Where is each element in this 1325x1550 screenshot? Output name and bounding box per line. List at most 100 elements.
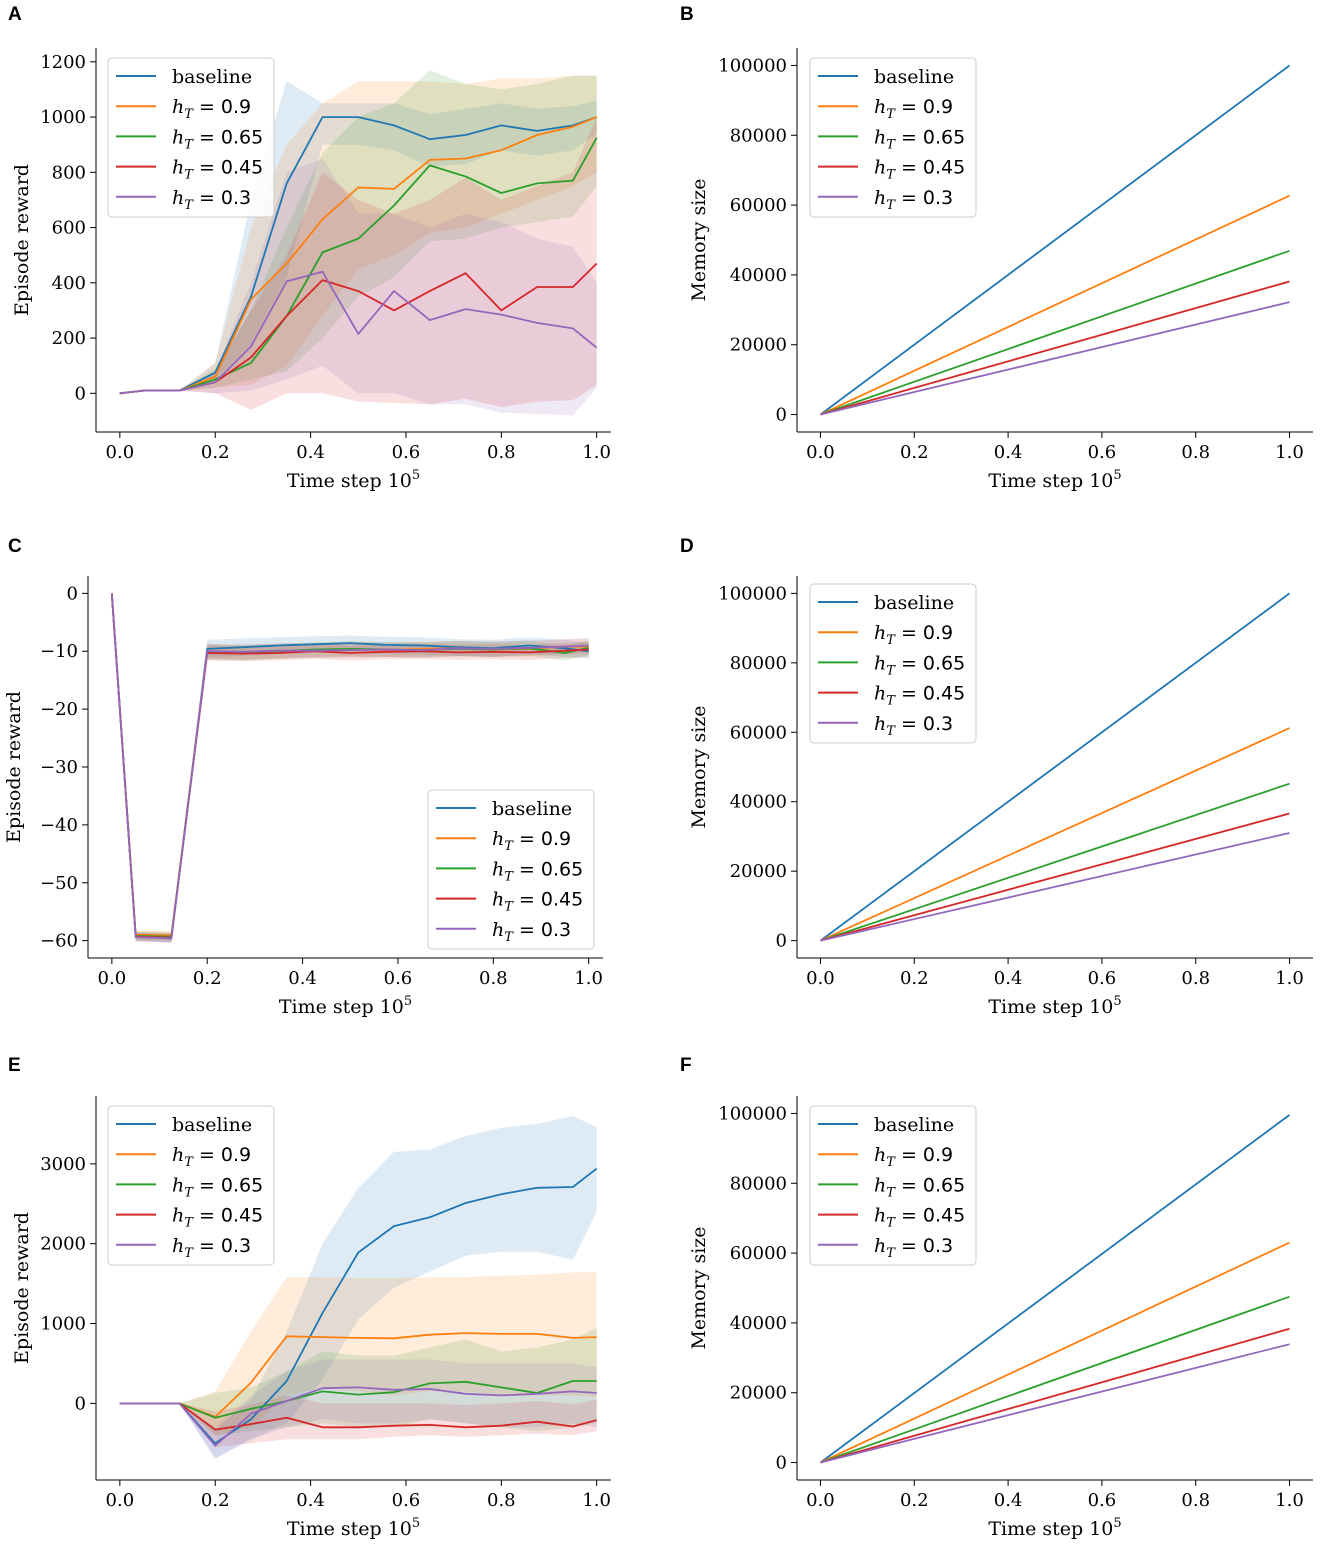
y-tick-label: 80000 [730, 125, 787, 146]
line-h-t-0-9 [820, 727, 1290, 942]
x-tick-label: 0.0 [98, 968, 127, 989]
y-tick-label: 800 [52, 162, 86, 183]
x-tick-label: 0.0 [806, 968, 835, 989]
x-tick-label: 0.6 [384, 968, 413, 989]
band-h-t-0-45 [119, 1395, 597, 1448]
line-baseline [819, 64, 1291, 416]
legend-label-h-t-0-3: hT = 0.3 [874, 713, 953, 739]
legend-label-h-t-0-9: hT = 0.9 [874, 96, 953, 122]
line-h-t-0-3 [820, 1343, 1290, 1464]
legend-label-h-t-0-3: hT = 0.3 [492, 919, 571, 945]
band-baseline [119, 81, 597, 394]
y-tick-label: 0 [75, 1393, 86, 1414]
line-h-t-0-3 [119, 270, 598, 395]
y-tick-label: 0 [75, 383, 86, 404]
legend-label-h-t-0-9: hT = 0.9 [874, 1144, 953, 1170]
legend-box [427, 789, 595, 950]
chart-e: 0.0 0.2 0.4 0.6 0.8 1.0 0 1000 2000 3000 Time step… [11, 1096, 611, 1540]
x-tick-label: 1.0 [1275, 442, 1304, 463]
y-axis-label: Memory size [688, 1226, 710, 1349]
y-tick-label: 2000 [40, 1234, 86, 1255]
chart-c: 0.0 0.2 0.4 0.6 0.8 1.0 0 −10 −20 −30 −40 −50 −60 Tim… [3, 576, 603, 1018]
y-tick-label: 60000 [730, 195, 787, 216]
y-tick-label: 20000 [730, 861, 787, 882]
legend-label-h-t-0-65: hT = 0.65 [172, 1174, 263, 1200]
band-h-t-0-3 [119, 158, 597, 416]
legend-label-h-t-0-65: hT = 0.65 [874, 1174, 965, 1200]
x-tick-label: 0.6 [1088, 968, 1117, 989]
x-axis-label: Time step 105 [287, 1516, 420, 1540]
legend-box [809, 57, 977, 218]
x-tick-label: 0.0 [106, 442, 135, 463]
x-tick-label: 0.8 [487, 1490, 516, 1511]
x-tick-label: 0.8 [1181, 968, 1210, 989]
band-h-t-0-65 [119, 1327, 597, 1436]
legend-label-h-t-0-45: hT = 0.45 [874, 683, 965, 709]
line-baseline [819, 592, 1291, 942]
y-axis-label: Episode reward [11, 164, 33, 316]
x-tick-label: 0.0 [106, 1490, 135, 1511]
x-tick-label: 0.2 [900, 1490, 929, 1511]
legend-label-h-t-0-9: hT = 0.9 [874, 622, 953, 648]
y-tick-label: 80000 [730, 653, 787, 674]
y-tick-label: −50 [40, 873, 78, 894]
x-tick-label: 0.8 [1181, 1490, 1210, 1511]
panel-letter-a: A [8, 4, 22, 25]
y-tick-label: 60000 [730, 1243, 787, 1264]
band-baseline [119, 1116, 597, 1458]
panel-letter-f: F [680, 1055, 692, 1076]
legend-label-h-t-0-9: hT = 0.9 [172, 1144, 251, 1170]
x-tick-label: 0.2 [900, 442, 929, 463]
y-tick-label: 1000 [40, 107, 86, 128]
y-tick-label: 400 [52, 273, 86, 294]
x-tick-label: 0.0 [806, 1490, 835, 1511]
y-tick-label: 40000 [730, 792, 787, 813]
line-h-t-0-65 [820, 249, 1290, 416]
legend-label-baseline: baseline [874, 592, 954, 614]
x-tick-label: 0.4 [994, 442, 1023, 463]
y-tick-label: 0 [776, 1453, 787, 1474]
y-axis-label: Episode reward [3, 691, 25, 843]
line-h-t-0-45 [119, 1402, 597, 1431]
line-baseline [119, 116, 597, 395]
y-axis-label: Memory size [688, 705, 710, 828]
legend-label-h-t-0-65: hT = 0.65 [874, 652, 965, 678]
y-tick-label: 0 [67, 583, 78, 604]
y-tick-label: −40 [40, 815, 78, 836]
chart-d: 0.0 0.2 0.4 0.6 0.8 1.0 0 20000 40000 60000 80000 1… [688, 576, 1313, 1018]
legend-label-h-t-0-45: hT = 0.45 [874, 157, 965, 183]
legend-label-h-t-0-3: hT = 0.3 [874, 1235, 953, 1261]
y-tick-label: 100000 [718, 1103, 787, 1124]
line-h-t-0-45 [820, 280, 1290, 416]
y-tick-label: −20 [40, 699, 78, 720]
x-tick-label: 0.6 [1088, 442, 1117, 463]
y-axis-label: Episode reward [11, 1212, 33, 1364]
x-tick-label: 0.8 [487, 442, 516, 463]
legend-label-h-t-0-65: hT = 0.65 [492, 858, 583, 884]
x-tick-label: 1.0 [582, 442, 611, 463]
legend-label-h-t-0-45: hT = 0.45 [172, 157, 263, 183]
y-tick-label: 200 [52, 328, 86, 349]
legend-box [809, 1105, 977, 1266]
x-axis-label: Time step 105 [988, 468, 1121, 492]
x-tick-label: 0.2 [201, 442, 230, 463]
legend-label-baseline: baseline [492, 798, 572, 820]
x-tick-label: 0.2 [193, 968, 222, 989]
x-axis-label: Time step 105 [988, 1516, 1121, 1540]
x-tick-label: 0.8 [479, 968, 508, 989]
x-tick-label: 0.4 [296, 442, 325, 463]
legend-label-baseline: baseline [874, 1114, 954, 1136]
panel-letter-e: E [8, 1055, 21, 1076]
x-tick-label: 0.6 [392, 442, 421, 463]
legend-label-h-t-0-65: hT = 0.65 [172, 126, 263, 152]
legend-label-h-t-0-65: hT = 0.65 [874, 126, 965, 152]
panel-letter-b: B [680, 4, 694, 25]
legend-label-baseline: baseline [874, 66, 954, 88]
y-tick-label: 3000 [40, 1154, 86, 1175]
x-tick-label: 0.4 [994, 968, 1023, 989]
line-h-t-0-9 [820, 194, 1290, 416]
legend-label-h-t-0-45: hT = 0.45 [172, 1205, 263, 1231]
line-baseline [819, 1114, 1291, 1464]
